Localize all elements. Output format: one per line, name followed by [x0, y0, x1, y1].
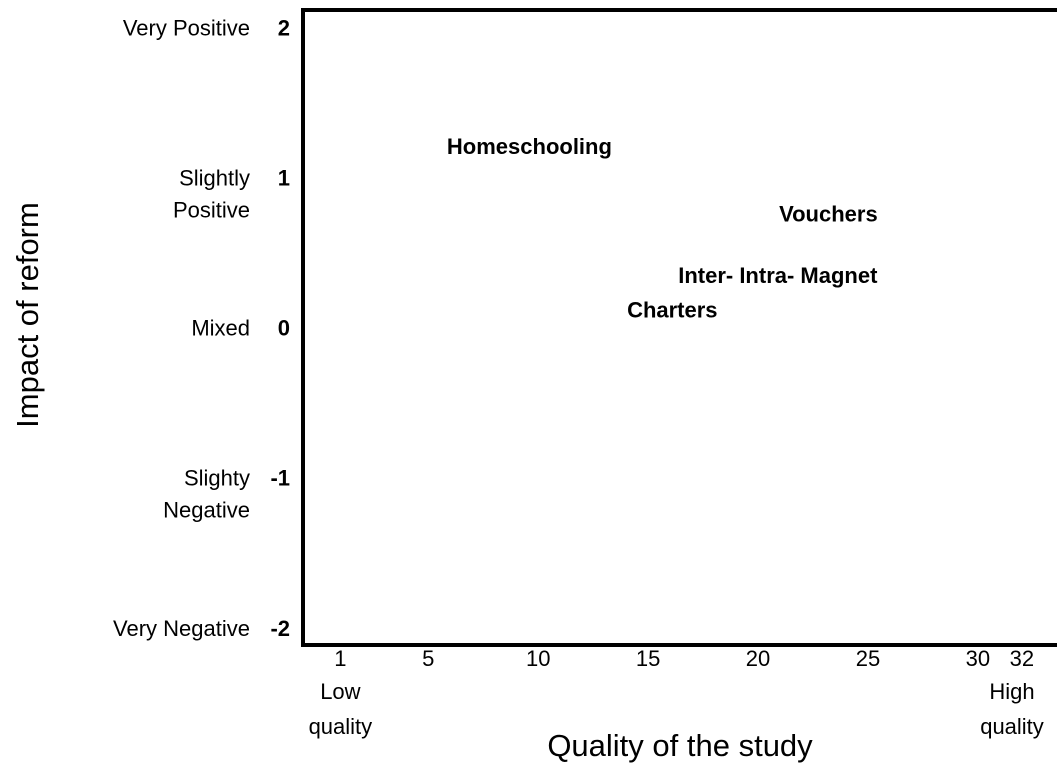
- x-tick-label: 30: [966, 646, 990, 671]
- y-level-label: Very Negative: [113, 616, 250, 641]
- y-tick-label: 2: [278, 15, 290, 40]
- point-label: Vouchers: [779, 201, 878, 226]
- x-tick-label: 32: [1010, 646, 1034, 671]
- y-level-label: Positive: [173, 197, 250, 222]
- y-level-label: Slighty: [184, 466, 250, 491]
- point-label: Inter- Intra- Magnet: [678, 263, 878, 288]
- y-level-label: Negative: [163, 498, 250, 523]
- x-axis-title: Quality of the study: [547, 728, 813, 763]
- y-level-label: Very Positive: [123, 15, 250, 40]
- y-tick-label: -2: [270, 616, 290, 641]
- x-end-label: quality: [309, 714, 373, 739]
- y-axis-title: Impact of reform: [10, 202, 45, 428]
- point-label: Charters: [627, 298, 717, 323]
- y-level-label: Slightly: [179, 165, 250, 190]
- y-tick-label: -1: [270, 466, 290, 491]
- x-tick-label: 5: [422, 646, 434, 671]
- x-end-label: Low: [320, 679, 360, 704]
- point-label: Homeschooling: [447, 134, 612, 159]
- x-tick-label: 15: [636, 646, 660, 671]
- x-tick-label: 25: [856, 646, 880, 671]
- x-tick-label: 1: [334, 646, 346, 671]
- y-tick-label: 0: [278, 316, 290, 341]
- y-level-label: Mixed: [191, 316, 250, 341]
- y-tick-label: 1: [278, 165, 290, 190]
- x-end-label: quality: [980, 714, 1044, 739]
- x-end-label: High: [989, 679, 1034, 704]
- x-tick-label: 20: [746, 646, 770, 671]
- x-tick-label: 10: [526, 646, 550, 671]
